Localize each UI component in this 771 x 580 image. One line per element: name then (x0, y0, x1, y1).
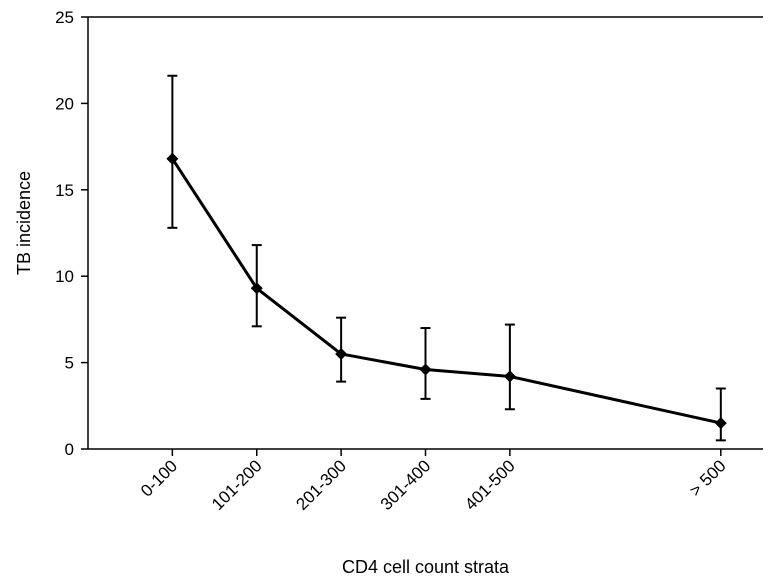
data-point (419, 363, 432, 376)
data-point (335, 347, 348, 360)
series-line (171, 157, 722, 425)
x-tick-label: 301-400 (377, 456, 435, 514)
y-axis-title: TB incidence (14, 171, 34, 275)
data-point (503, 370, 516, 383)
y-tick-label: 25 (55, 8, 74, 27)
data-point (250, 282, 263, 295)
y-tick-label: 15 (55, 181, 74, 200)
data-point (166, 152, 179, 165)
x-tick-label: > 500 (686, 456, 730, 500)
error-bars (167, 74, 726, 442)
y-tick-label: 0 (65, 440, 74, 459)
x-tick-label: 101-200 (208, 456, 266, 514)
x-tick-label: 0-100 (137, 456, 181, 500)
data-points (166, 152, 727, 430)
x-axis-title: CD4 cell count strata (342, 557, 510, 577)
series-polyline (171, 157, 722, 425)
y-tick-label: 10 (55, 267, 74, 286)
x-tick-label: 401-500 (461, 456, 519, 514)
y-tick-label: 20 (55, 94, 74, 113)
y-axis-ticks: 0 5 10 15 20 25 (55, 8, 88, 459)
x-tick-label: 201-300 (292, 456, 350, 514)
y-tick-label: 5 (65, 354, 74, 373)
x-axis-ticks: 0-100 101-200 201-300 301-400 401-500 > 500 (137, 449, 730, 514)
data-point (714, 417, 727, 430)
